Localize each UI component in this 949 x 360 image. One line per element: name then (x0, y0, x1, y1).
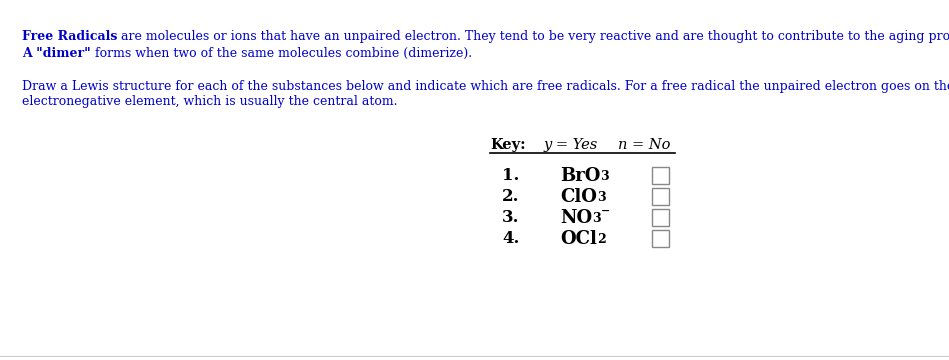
Text: NO: NO (560, 209, 592, 227)
Bar (652, 209, 669, 226)
Text: Free Radicals: Free Radicals (22, 30, 118, 43)
Text: ClO: ClO (560, 188, 597, 206)
Text: BrO: BrO (560, 167, 601, 185)
Text: forms when two of the same molecules combine (dimerize).: forms when two of the same molecules com… (91, 47, 472, 60)
Text: Key:: Key: (490, 138, 526, 152)
Text: −: − (601, 205, 610, 216)
Text: A "dimer": A "dimer" (22, 47, 91, 60)
Text: electronegative element, which is usually the central atom.: electronegative element, which is usuall… (22, 95, 398, 108)
Text: 3: 3 (597, 191, 605, 204)
Bar (652, 167, 669, 184)
Text: 2.: 2. (502, 188, 519, 205)
Text: n = No: n = No (618, 138, 670, 152)
Text: 2: 2 (597, 233, 605, 246)
Text: 3.: 3. (502, 209, 519, 226)
Text: 1.: 1. (502, 167, 519, 184)
Bar (652, 230, 669, 247)
Text: 4.: 4. (502, 230, 519, 247)
Text: OCl: OCl (560, 230, 597, 248)
Text: 3: 3 (601, 170, 609, 183)
Text: Draw a Lewis structure for each of the substances below and indicate which are f: Draw a Lewis structure for each of the s… (22, 80, 949, 93)
Text: y = Yes: y = Yes (544, 138, 598, 152)
Text: 3: 3 (592, 212, 601, 225)
Bar (652, 188, 669, 205)
Text: are molecules or ions that have an unpaired electron. They tend to be very react: are molecules or ions that have an unpai… (118, 30, 949, 43)
